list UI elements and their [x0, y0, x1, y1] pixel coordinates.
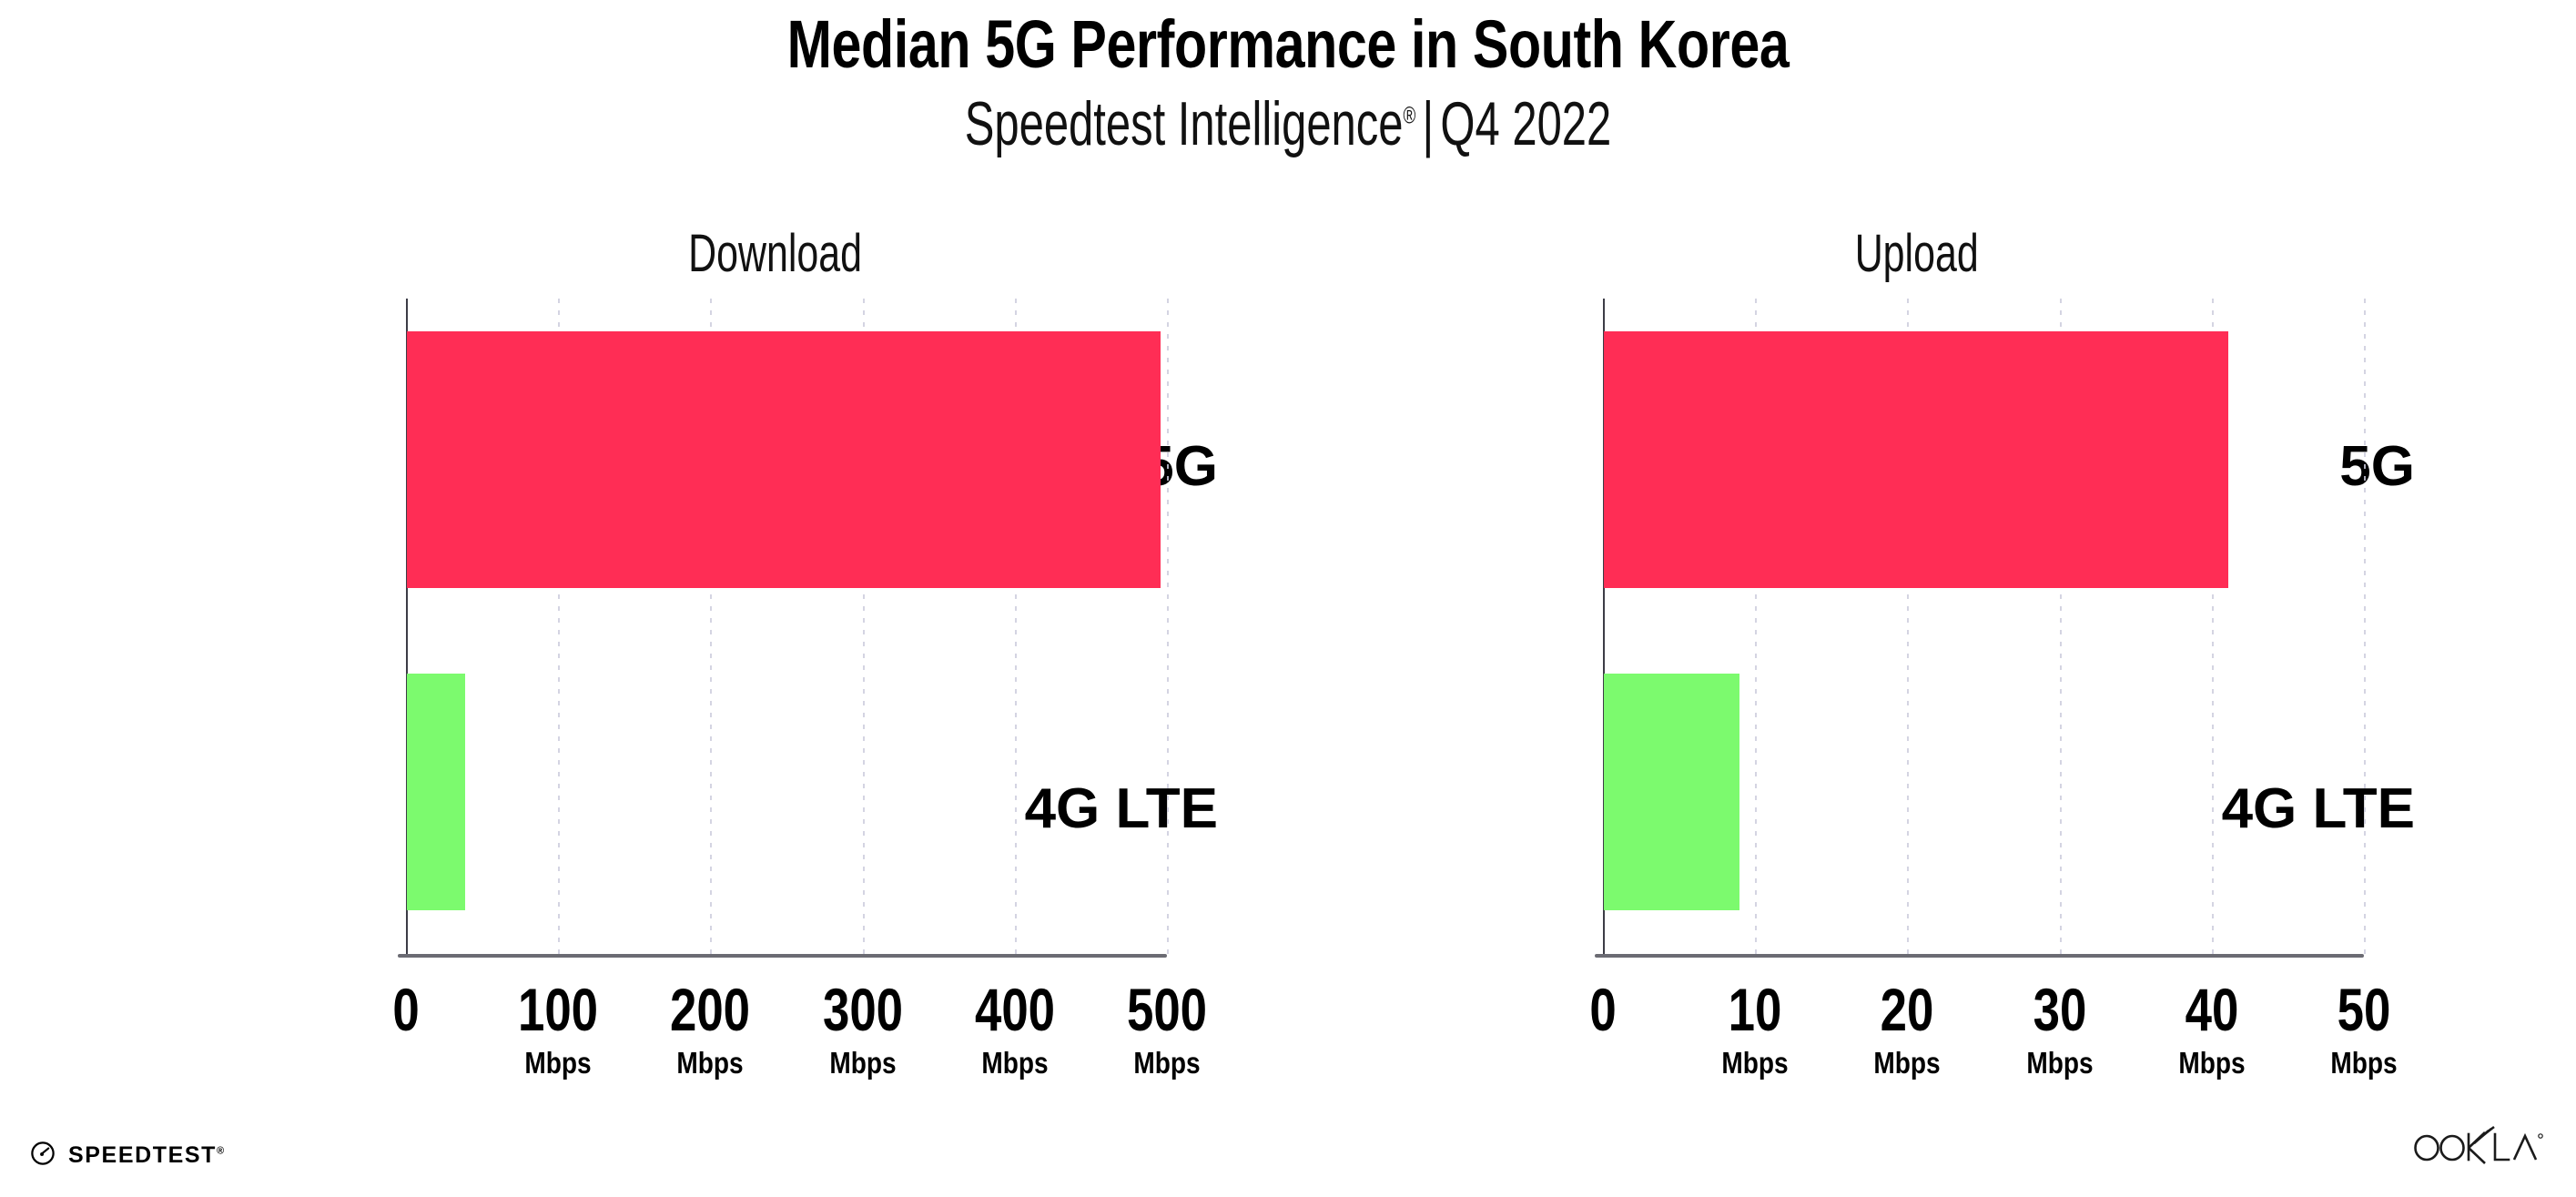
y-axis-line-download	[406, 299, 408, 956]
x-tick-value: 400	[974, 976, 1055, 1043]
x-tick-unit: Mbps	[2330, 1046, 2398, 1080]
speedtest-wordmark: SPEEDTEST®	[68, 1144, 224, 1167]
ookla-logo	[2409, 1125, 2545, 1170]
subtitle-separator: |	[1422, 89, 1435, 158]
gridline-400	[1014, 299, 1017, 956]
panel-heading-download: Download	[688, 224, 863, 283]
x-tick-300-download: 300 Mbps	[772, 979, 954, 1078]
bar-5g-download	[407, 331, 1161, 588]
y-axis-line-upload	[1603, 299, 1605, 956]
x-tick-unit: Mbps	[524, 1046, 592, 1080]
x-tick-value: 20	[1881, 976, 1934, 1043]
x-tick-400-download: 400 Mbps	[924, 979, 1106, 1078]
bar-4g-lte-download	[407, 674, 466, 910]
x-tick-unit: Mbps	[2178, 1046, 2246, 1080]
ookla-logo-mark	[2414, 1125, 2543, 1164]
x-tick-10-upload: 10 Mbps	[1664, 979, 1846, 1078]
x-tick-unit: Mbps	[676, 1046, 745, 1080]
x-tick-30-upload: 30 Mbps	[1969, 979, 2151, 1078]
gridline-20	[1907, 299, 1910, 956]
x-tick-unit: Mbps	[1873, 1046, 1942, 1080]
x-tick-value: 100	[518, 976, 599, 1043]
category-label-4g-lte-download: 4G LTE	[1024, 777, 1218, 840]
gridline-50	[2364, 299, 2366, 956]
x-tick-value: 50	[2337, 976, 2391, 1043]
x-tick-value: 30	[2033, 976, 2086, 1043]
x-tick-unit: Mbps	[2025, 1046, 2094, 1080]
gridline-500	[1167, 299, 1169, 956]
x-tick-value: 200	[670, 976, 751, 1043]
plot-area-upload	[1595, 299, 2366, 958]
registered-mark: ®	[1403, 101, 1416, 129]
x-tick-value: 10	[1728, 976, 1782, 1043]
x-tick-unit: Mbps	[981, 1046, 1049, 1080]
gridline-300	[862, 299, 865, 956]
x-tick-0-upload: 0	[1512, 979, 1694, 1040]
speedtest-logo: SPEEDTEST®	[29, 1140, 224, 1172]
x-tick-100-download: 100 Mbps	[467, 979, 649, 1078]
plot-area-download	[398, 299, 1169, 958]
chart-header: Median 5G Performance in South Korea Spe…	[0, 0, 2576, 156]
x-tick-500-download: 500 Mbps	[1076, 979, 1258, 1078]
x-tick-50-upload: 50 Mbps	[2273, 979, 2455, 1078]
x-tick-unit: Mbps	[1133, 1046, 1201, 1080]
chart-subtitle: Speedtest Intelligence® | Q4 2022	[360, 78, 2216, 155]
category-label-5g-upload: 5G	[2339, 435, 2415, 498]
gridline-100	[558, 299, 561, 956]
x-tick-value: 300	[822, 976, 903, 1043]
x-tick-value: 40	[2185, 976, 2239, 1043]
x-tick-unit: Mbps	[828, 1046, 897, 1080]
subtitle-period: Q4 2022	[1440, 89, 1612, 158]
x-tick-value: 500	[1126, 976, 1208, 1043]
category-label-4g-lte-upload: 4G LTE	[2221, 777, 2415, 840]
x-tick-0-download: 0	[315, 979, 497, 1040]
speedometer-icon	[29, 1140, 56, 1172]
x-axis-line-upload	[1595, 954, 2364, 958]
x-tick-20-upload: 20 Mbps	[1816, 979, 1998, 1078]
panel-heading-upload: Upload	[1854, 224, 1979, 283]
bar-4g-lte-upload	[1604, 674, 1739, 910]
x-tick-40-upload: 40 Mbps	[2121, 979, 2303, 1078]
subtitle-product: Speedtest Intelligence	[964, 89, 1404, 158]
x-tick-value: 0	[1589, 976, 1617, 1043]
gridline-10	[1755, 299, 1758, 956]
x-axis-line-download	[398, 954, 1167, 958]
x-tick-unit: Mbps	[1721, 1046, 1789, 1080]
speedtest-wordmark-text: SPEEDTEST	[68, 1142, 218, 1168]
bar-5g-upload	[1604, 331, 2228, 588]
page-title: Median 5G Performance in South Korea	[786, 6, 1790, 82]
gridline-200	[710, 299, 713, 956]
gridline-40	[2211, 299, 2214, 956]
x-tick-value: 0	[392, 976, 420, 1043]
gridline-30	[2059, 299, 2062, 956]
x-tick-200-download: 200 Mbps	[619, 979, 801, 1078]
speedtest-registered-mark: ®	[217, 1145, 225, 1157]
